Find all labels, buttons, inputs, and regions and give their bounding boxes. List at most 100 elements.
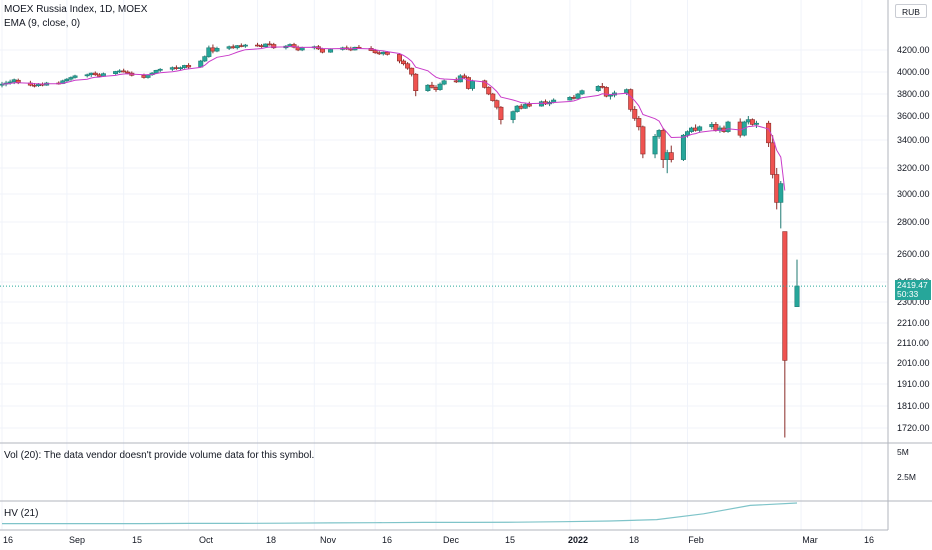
candle [595,85,601,92]
candle-body [92,72,98,76]
candle-body [697,126,703,131]
candle-body [689,127,695,132]
candle [465,76,471,90]
candle-body [214,48,220,52]
candle [749,118,755,126]
candle-body [409,67,415,75]
chart-title[interactable]: MOEX Russia Index, 1D, MOEX [4,4,148,15]
candle [599,83,605,89]
candle [206,45,212,58]
candle [72,74,78,79]
candle [396,53,402,64]
candle [514,105,520,113]
candle-body [173,67,179,69]
candle-body [437,83,443,90]
price-tick-label: 3000.00 [897,189,930,199]
candle [640,125,646,159]
time-tick-label: Nov [320,535,337,545]
candle-body [267,43,273,46]
candle [697,125,703,133]
time-tick-label: Sep [69,535,85,545]
price-tick-label: 4000.00 [897,67,930,77]
pane-borders [0,0,932,531]
candle-body [567,97,573,101]
candle-body [461,75,467,78]
candle-body [664,152,670,160]
time-tick-label: 2022 [568,535,588,545]
ema-legend[interactable]: EMA (9, close, 0) [4,18,81,29]
candle-body [652,136,658,155]
price-tick-label: 3600.00 [897,111,930,121]
candle-body [441,80,447,85]
candle-body [709,124,715,128]
candle-body [599,86,605,88]
candle-body [624,89,630,94]
candle-body [372,50,378,54]
candle-body [177,67,183,69]
candle-body [88,72,94,76]
hv-legend[interactable]: HV (21) [4,508,39,519]
grid [0,0,888,530]
candle-body [571,97,577,99]
candle [214,46,220,53]
candle-body [465,77,471,89]
candle [405,62,411,70]
candle [494,99,500,110]
candle-body [380,51,386,55]
candle [628,88,634,112]
candle [486,86,492,96]
candle-body [486,87,492,95]
candle-body [113,71,119,74]
candle-body [401,60,407,65]
candle [271,42,277,49]
candle-body [384,51,390,55]
candle-body [433,87,439,90]
volume-legend[interactable]: Vol (20): The data vendor doesn't provid… [4,450,315,461]
candle-body [470,80,476,89]
candle-body [522,104,528,109]
candle-body [405,63,411,69]
volume-tick-2-5m: 2.5M [897,472,916,482]
candle [92,71,98,76]
candle-body [64,78,70,82]
price-tick-label: 2800.00 [897,217,930,227]
price-tick-label: 1910.00 [897,379,930,389]
candle-body [263,43,269,48]
candle-body [230,46,236,49]
candle-body [607,94,613,97]
price-tick-label: 1720.00 [897,423,930,433]
time-tick-label: Feb [688,535,704,545]
candle [498,106,504,125]
currency-button[interactable]: RUB [895,4,927,18]
candle-body [725,121,731,132]
time-axis[interactable]: 16 Sep 15 Oct 18 Nov 16 Dec 15 2022 18 Feb Mar 16 [3,535,874,545]
candle-body [770,142,776,175]
candle [202,55,208,63]
candle-body [794,285,800,307]
candle-body [259,45,265,47]
time-tick-label: 18 [266,535,276,545]
candle-body [84,74,90,77]
candle-body [425,84,431,91]
candle-body [713,124,719,131]
candle [680,134,686,161]
candle-body [518,105,524,109]
candle-body [413,73,419,91]
candle-body [238,45,244,47]
ema-line [1,45,786,191]
candle [177,66,183,71]
candle-body [376,52,382,55]
candle-body [490,93,496,101]
last-price-value: 2419.47 [897,280,928,290]
candle [441,79,447,86]
time-tick-label: 15 [132,535,142,545]
candle-body [429,84,435,88]
candle [766,120,772,147]
bar-countdown: 50:33 [897,289,919,299]
candle-body [749,119,755,125]
candle [490,92,496,102]
candle-body [141,75,147,78]
candle [121,68,127,73]
candle-body [603,87,609,97]
